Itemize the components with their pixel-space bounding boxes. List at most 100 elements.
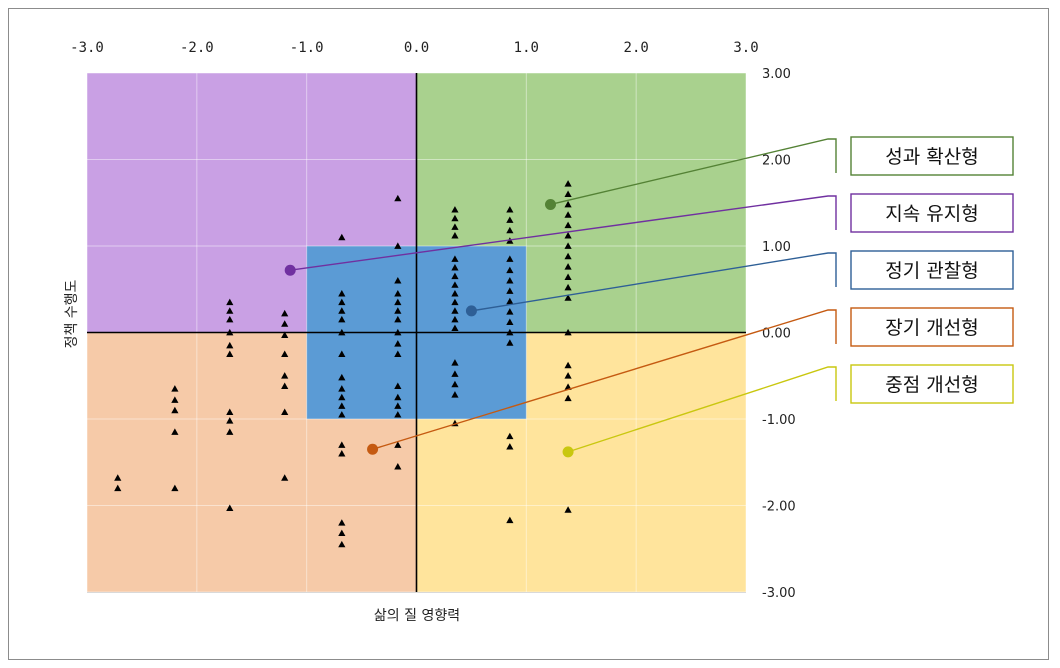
data-point xyxy=(226,408,234,415)
data-point xyxy=(564,242,572,249)
x-tick-label: -2.0 xyxy=(180,40,214,56)
callout-leader-line xyxy=(471,252,837,312)
data-point xyxy=(281,474,289,481)
data-point xyxy=(281,408,289,415)
data-point xyxy=(506,287,514,294)
data-point xyxy=(564,328,572,336)
data-point xyxy=(338,350,346,358)
data-point xyxy=(226,328,234,336)
data-point xyxy=(451,307,459,314)
data-point xyxy=(226,315,234,323)
data-point xyxy=(394,462,402,470)
data-point xyxy=(564,180,572,187)
data-point xyxy=(394,289,402,297)
data-point xyxy=(451,232,459,239)
data-point xyxy=(114,484,122,492)
callout-label: 장기 개선형 xyxy=(885,317,978,339)
callout-leader-line xyxy=(372,309,837,450)
data-point xyxy=(564,263,572,270)
data-point xyxy=(564,372,572,379)
data-point xyxy=(226,417,234,424)
x-tick-label: 3.0 xyxy=(733,40,758,56)
data-point xyxy=(338,540,346,548)
data-point xyxy=(394,298,402,306)
y-tick-labels: 3.00 2.00 1.00 0.00 -1.00 -2.00 -3.00 xyxy=(762,67,796,601)
data-point xyxy=(226,350,234,358)
data-point xyxy=(338,298,346,306)
data-point xyxy=(171,428,179,435)
data-point xyxy=(394,393,402,401)
data-point xyxy=(564,200,572,208)
data-point xyxy=(394,194,402,202)
data-point xyxy=(281,372,289,379)
data-point xyxy=(171,396,179,403)
data-point xyxy=(451,289,459,297)
data-point xyxy=(281,350,289,358)
data-point xyxy=(451,206,459,213)
y-tick-label: -1.00 xyxy=(762,413,796,428)
y-tick-label: 2.00 xyxy=(762,154,791,169)
data-point xyxy=(226,298,234,306)
data-point xyxy=(338,441,346,448)
data-point xyxy=(506,432,514,440)
data-point xyxy=(506,255,514,262)
callout-box xyxy=(850,307,1014,347)
data-point xyxy=(506,328,514,336)
data-point xyxy=(564,273,572,281)
data-point xyxy=(394,307,402,314)
x-axis-title: 삶의 질 영향력 xyxy=(374,608,460,624)
data-point xyxy=(451,214,459,222)
data-point xyxy=(506,277,514,284)
data-point xyxy=(564,283,572,291)
data-point xyxy=(394,441,402,448)
data-point xyxy=(114,474,122,481)
data-point xyxy=(506,266,514,274)
data-point xyxy=(281,382,289,390)
data-point xyxy=(171,484,179,492)
data-point xyxy=(394,242,402,249)
data-point xyxy=(394,328,402,336)
x-tick-label: 0.0 xyxy=(404,40,429,56)
data-point xyxy=(564,394,572,402)
y-tick-label: -2.00 xyxy=(762,500,796,515)
data-point xyxy=(564,361,572,369)
callout-box xyxy=(850,193,1014,233)
data-point xyxy=(338,289,346,297)
data-point xyxy=(564,221,572,229)
callout-marker xyxy=(544,198,556,210)
data-points xyxy=(114,180,572,548)
data-point xyxy=(564,294,572,301)
data-point xyxy=(338,411,346,418)
data-point xyxy=(338,402,346,409)
data-point xyxy=(564,506,572,513)
data-point xyxy=(506,308,514,315)
x-tick-label: 2.0 xyxy=(624,40,649,56)
callout-label: 지속 유지형 xyxy=(885,203,978,225)
callout-leader-line xyxy=(550,138,837,206)
y-tick-label: -3.00 xyxy=(762,586,796,601)
callout-box xyxy=(850,136,1014,176)
data-point xyxy=(226,428,234,435)
callout-leader-line xyxy=(290,195,837,271)
data-point xyxy=(451,359,459,366)
callout-leader-line xyxy=(567,366,837,453)
data-point xyxy=(506,297,514,305)
data-point xyxy=(451,391,459,398)
callout-marker xyxy=(367,443,379,455)
y-axis-title: 정책 수행도 xyxy=(64,279,80,348)
x-tick-label: -1.0 xyxy=(290,40,324,56)
callout-marker xyxy=(562,446,574,458)
data-point xyxy=(451,281,459,288)
data-point xyxy=(281,309,289,317)
data-point xyxy=(394,411,402,418)
data-point xyxy=(564,211,572,218)
data-point xyxy=(564,232,572,239)
data-point xyxy=(338,307,346,314)
data-point xyxy=(451,298,459,306)
callout-label: 정기 관찰형 xyxy=(885,260,978,282)
data-point xyxy=(394,277,402,284)
data-point xyxy=(394,315,402,323)
y-tick-label: 1.00 xyxy=(762,240,791,255)
